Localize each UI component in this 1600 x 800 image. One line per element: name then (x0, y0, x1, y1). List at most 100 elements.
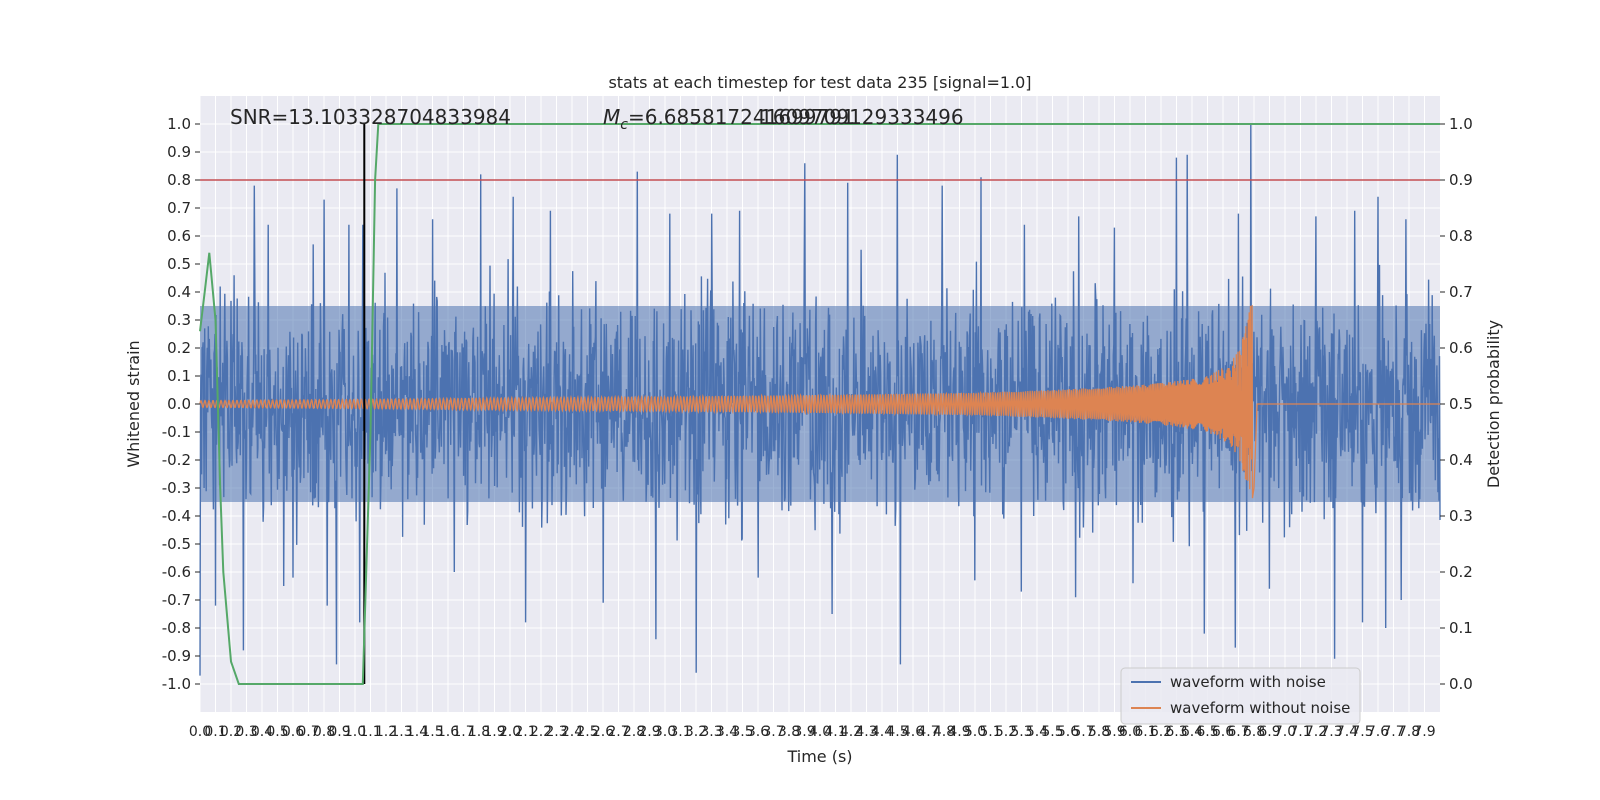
chirp-mass-subscript: c (620, 117, 628, 133)
x-tick-label-58: 5.8 (1088, 724, 1110, 740)
y2-tick-label-1: 0.9 (1449, 171, 1473, 189)
x-tick-label-25: 2.5 (576, 724, 598, 740)
y-tick-label-18: -0.8 (162, 619, 191, 637)
x-tick-label-46: 4.6 (902, 724, 924, 740)
y2-tick-label-9: 0.1 (1449, 619, 1473, 637)
overlapping-annotation: 1609709129333496 (760, 105, 964, 129)
x-tick-label-23: 2.3 (545, 724, 567, 740)
y-tick-label-12: -0.2 (162, 451, 191, 469)
y2-tick-label-3: 0.7 (1449, 283, 1473, 301)
x-tick-label-76: 7.6 (1367, 724, 1389, 740)
x-tick-label-55: 5.5 (1041, 724, 1063, 740)
y-tick-label-14: -0.4 (162, 507, 191, 525)
x-tick-label-34: 3.4 (716, 724, 738, 740)
y2-tick-label-5: 0.5 (1449, 395, 1473, 413)
x-tick-label-32: 3.2 (685, 724, 707, 740)
y-tick-label-8: 0.2 (167, 339, 191, 357)
x-tick-label-30: 3.0 (654, 724, 676, 740)
legend: waveform with noise waveform without noi… (1120, 667, 1361, 725)
x-tick-label-10: 1.0 (344, 724, 366, 740)
x-tick-label-71: 7.1 (1289, 724, 1311, 740)
x-tick-label-18: 1.8 (468, 724, 490, 740)
y-tick-label-10: 0.0 (167, 395, 191, 413)
chirp-mass-annotation: Mc=6.685817241699791 (603, 105, 855, 133)
reference-lines (200, 124, 1440, 684)
x-tick-label-37: 3.7 (762, 724, 784, 740)
x-tick-label-28: 2.8 (623, 724, 645, 740)
series-waveform-without-noise (199, 305, 1440, 499)
y-tick-label-13: -0.3 (162, 479, 191, 497)
x-tick-label-73: 7.3 (1320, 724, 1342, 740)
x-tick-label-60: 6.0 (1119, 724, 1141, 740)
x-tick-label-13: 1.3 (390, 724, 412, 740)
x-tick-label-67: 6.7 (1227, 724, 1249, 740)
chart-title: stats at each timestep for test data 235… (608, 73, 1031, 92)
x-tick-label-75: 7.5 (1351, 724, 1373, 740)
y-tick-label-15: -0.5 (162, 535, 191, 553)
y-axis-ticks: 1.0 0.9 0.8 0.7 0.6 0.5 0.4 0.3 0.2 0.1 0.0 -0.1 -0.… (162, 115, 200, 693)
x-tick-label-51: 5.1 (979, 724, 1001, 740)
x-tick-label-11: 1.1 (359, 724, 381, 740)
y2-tick-label-6: 0.4 (1449, 451, 1473, 469)
x-tick-label-14: 1.4 (406, 724, 428, 740)
clean-waveform-line (199, 305, 1440, 499)
y-tick-label-19: -0.9 (162, 647, 191, 665)
y-tick-label-6: 0.4 (167, 283, 191, 301)
x-tick-label-45: 4.5 (886, 724, 908, 740)
y-tick-label-3: 0.7 (167, 199, 191, 217)
x-tick-label-9: 0.9 (328, 724, 350, 740)
x-tick-label-12: 1.2 (375, 724, 397, 740)
x-tick-label-57: 5.7 (1072, 724, 1094, 740)
x-tick-label-65: 6.5 (1196, 724, 1218, 740)
x-tick-label-64: 6.4 (1181, 724, 1203, 740)
x-axis-ticks: 0.00.10.20.30.40.50.60.70.80.91.01.11.21… (189, 724, 1436, 740)
x-tick-label-49: 4.9 (948, 724, 970, 740)
x-tick-label-41: 4.1 (824, 724, 846, 740)
x-tick-label-29: 2.9 (638, 724, 660, 740)
y2-tick-label-2: 0.8 (1449, 227, 1473, 245)
x-tick-label-1: 0.1 (204, 724, 226, 740)
x-tick-label-24: 2.4 (561, 724, 583, 740)
x-tick-label-54: 5.4 (1026, 724, 1048, 740)
y-tick-label-7: 0.3 (167, 311, 191, 329)
x-tick-label-8: 0.8 (313, 724, 335, 740)
detection-probability-line (199, 123, 1440, 685)
x-tick-label-38: 3.8 (778, 724, 800, 740)
x-tick-label-72: 7.2 (1305, 724, 1327, 740)
x-tick-label-56: 5.6 (1057, 724, 1079, 740)
y-tick-label-2: 0.8 (167, 171, 191, 189)
y2-tick-label-10: 0.0 (1449, 675, 1473, 693)
legend-label-clean: waveform without noise (1170, 699, 1350, 717)
x-tick-label-63: 6.3 (1165, 724, 1187, 740)
snr-annotation: SNR=13.103328704833984 (230, 105, 511, 129)
y-tick-label-1: 0.9 (167, 143, 191, 161)
y-tick-label-17: -0.7 (162, 591, 191, 609)
x-tick-label-6: 0.6 (282, 724, 304, 740)
y2-tick-label-8: 0.2 (1449, 563, 1473, 581)
x-tick-label-78: 7.8 (1398, 724, 1420, 740)
x-tick-label-47: 4.7 (917, 724, 939, 740)
y-tick-label-9: 0.1 (167, 367, 191, 385)
x-tick-label-16: 1.6 (437, 724, 459, 740)
chirp-mass-value: =6.685817241699791 (628, 105, 855, 129)
y-tick-label-20: -1.0 (162, 675, 191, 693)
x-tick-label-15: 1.5 (421, 724, 443, 740)
x-tick-label-2: 0.2 (220, 724, 242, 740)
x-tick-label-26: 2.6 (592, 724, 614, 740)
x-tick-label-68: 6.8 (1243, 724, 1265, 740)
y-tick-label-11: -0.1 (162, 423, 191, 441)
x-tick-label-77: 7.7 (1382, 724, 1404, 740)
x-tick-label-36: 3.6 (747, 724, 769, 740)
legend-box (1120, 667, 1361, 725)
x-tick-label-17: 1.7 (452, 724, 474, 740)
y2-axis-label: Detection probability (1484, 320, 1503, 488)
legend-label-noise: waveform with noise (1170, 673, 1326, 691)
y2-tick-label-7: 0.3 (1449, 507, 1473, 525)
x-tick-label-19: 1.9 (483, 724, 505, 740)
x-tick-label-59: 5.9 (1103, 724, 1125, 740)
x-tick-label-4: 0.4 (251, 724, 273, 740)
x-tick-label-69: 6.9 (1258, 724, 1280, 740)
x-axis-label: Time (s) (786, 747, 852, 766)
x-tick-label-27: 2.7 (607, 724, 629, 740)
